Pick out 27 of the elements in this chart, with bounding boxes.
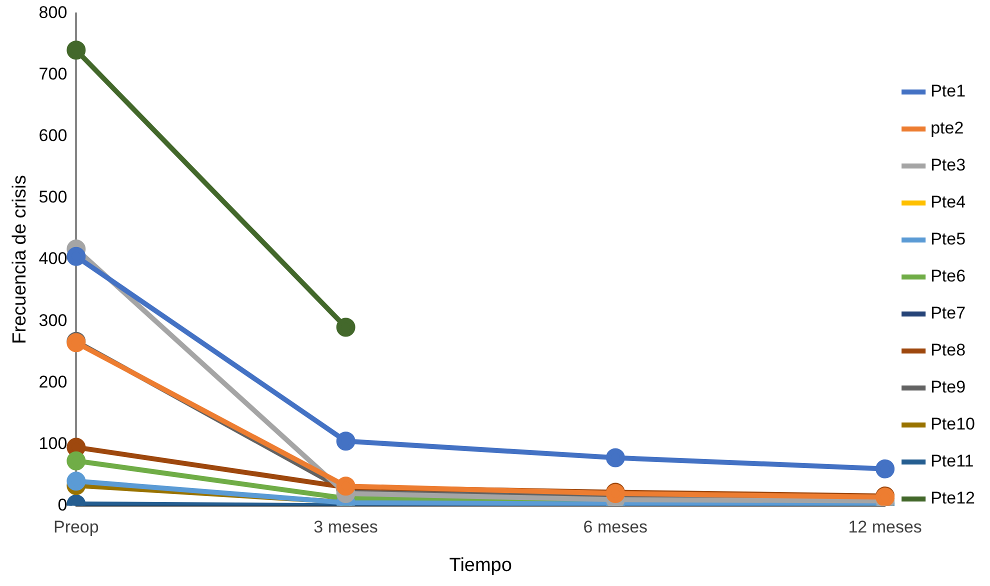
legend-label: Pte3 <box>930 156 966 175</box>
x-axis-title: Tiempo <box>449 554 512 576</box>
legend-label: Pte11 <box>930 452 974 471</box>
y-tick-label: 700 <box>38 64 68 84</box>
legend-label: Pte9 <box>930 378 966 397</box>
y-axis-title: Frecuencia de crisis <box>10 175 31 344</box>
y-tick-label: 600 <box>38 126 68 146</box>
y-tick-label: 300 <box>38 310 68 330</box>
legend-label: pte2 <box>930 118 964 138</box>
y-tick-label: 800 <box>38 2 68 22</box>
legend-label: Pte10 <box>930 414 976 434</box>
x-tick-label: 6 meses <box>583 518 648 537</box>
y-tick-label: 100 <box>38 434 68 453</box>
legend-label: Pte5 <box>930 230 966 249</box>
legend-label: Pte1 <box>930 82 966 101</box>
x-tick-label: 12 meses <box>848 518 922 537</box>
legend-label: Pte12 <box>930 488 976 508</box>
legend-label: Pte4 <box>930 192 966 212</box>
y-tick-label: 500 <box>38 188 68 207</box>
legend-label: Pte8 <box>930 340 966 360</box>
y-tick-label: 200 <box>38 372 68 392</box>
y-tick-label: 0 <box>58 495 68 514</box>
x-tick-label: 3 meses <box>314 518 378 537</box>
legend-label: Pte7 <box>930 304 966 323</box>
legend-label: Pte6 <box>930 266 966 286</box>
x-tick-label: Preop <box>53 518 99 537</box>
y-tick-label: 400 <box>38 249 68 268</box>
